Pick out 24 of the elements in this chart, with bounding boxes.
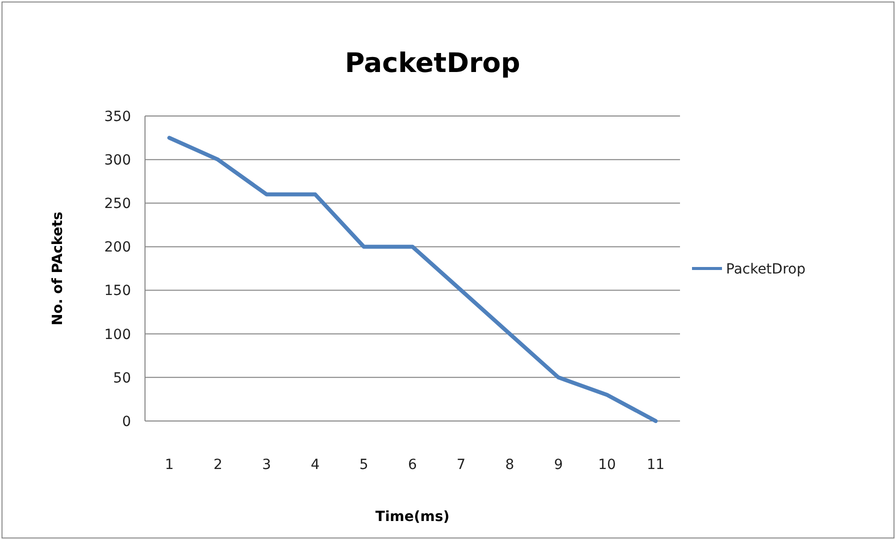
x-tick-label: 11 — [646, 457, 665, 473]
line-series — [167, 136, 658, 423]
y-tick-label: 150 — [104, 283, 131, 300]
x-tick-label: 3 — [262, 457, 272, 473]
y-tick-label: 0 — [122, 414, 131, 430]
x-tick-label: 5 — [359, 457, 368, 473]
y-tick-label: 350 — [104, 108, 131, 125]
x-tick-label: 1 — [164, 457, 174, 473]
y-tick-label: 50 — [113, 370, 131, 386]
y-tick-label: 250 — [104, 196, 131, 212]
y-tick-label: 300 — [104, 152, 131, 168]
x-tick-label: 6 — [408, 457, 418, 473]
x-tick-label: 4 — [310, 457, 320, 473]
x-tick-label: 9 — [554, 457, 563, 473]
y-axis-title: No. of PAckets — [50, 212, 66, 326]
x-tick-label: 2 — [213, 457, 222, 473]
y-tick-label: 200 — [104, 240, 131, 256]
chart-title: PacketDrop — [344, 48, 520, 79]
y-tick-label: 100 — [104, 326, 131, 343]
x-tick-label: 8 — [505, 457, 514, 473]
x-tick-label: 10 — [598, 457, 616, 473]
x-tick-label: 7 — [456, 457, 466, 473]
x-axis-title: Time(ms) — [375, 509, 450, 525]
legend-label: PacketDrop — [726, 261, 806, 278]
